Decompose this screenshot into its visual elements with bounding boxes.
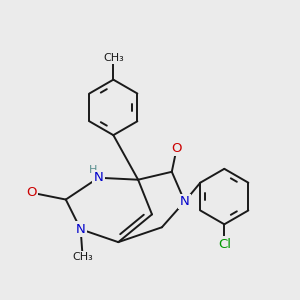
Text: Cl: Cl xyxy=(218,238,231,250)
Text: N: N xyxy=(76,223,86,236)
Text: H: H xyxy=(89,165,98,175)
Text: N: N xyxy=(94,171,103,184)
Text: CH₃: CH₃ xyxy=(72,252,93,262)
Text: N: N xyxy=(180,195,190,208)
Text: O: O xyxy=(172,142,182,154)
Text: O: O xyxy=(26,186,36,199)
Text: CH₃: CH₃ xyxy=(103,53,124,63)
